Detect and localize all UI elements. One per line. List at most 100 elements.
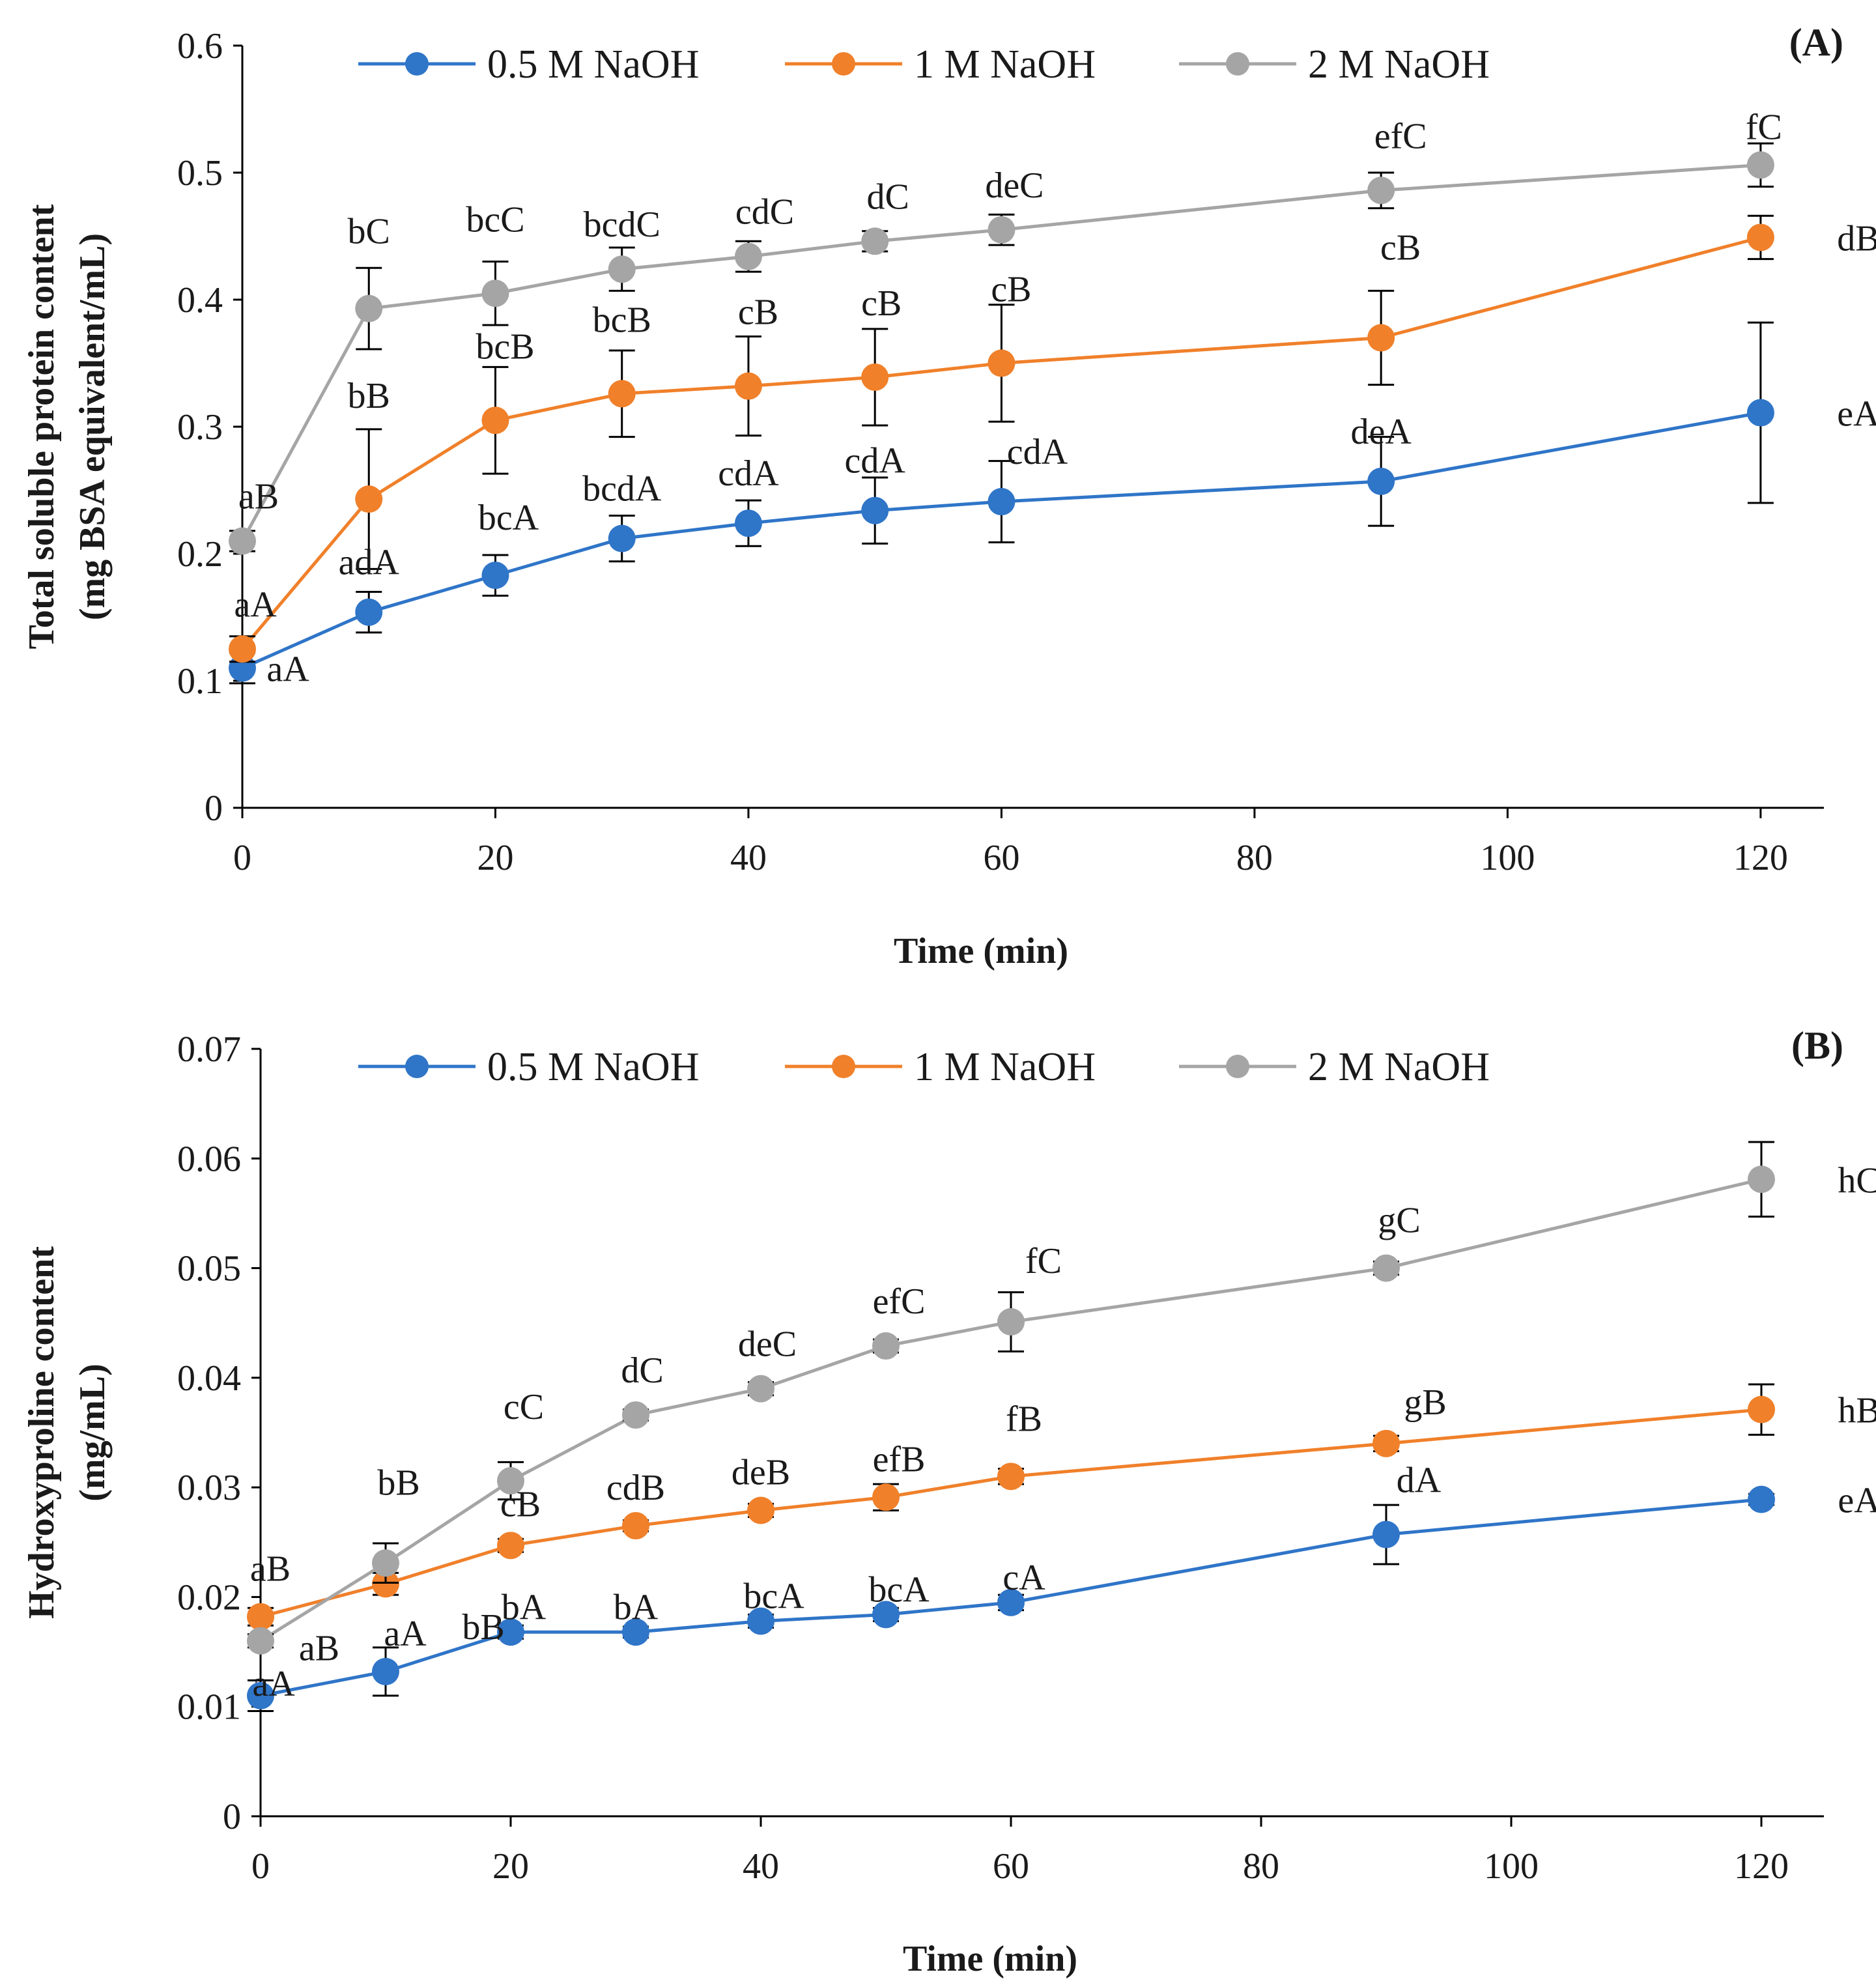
data-label: gB: [1404, 1382, 1446, 1423]
data-point: [734, 509, 762, 537]
data-point: [734, 372, 762, 400]
data-label: bcA: [743, 1576, 804, 1616]
series-05-m-naoh: [229, 321, 1774, 685]
data-label: bcB: [476, 326, 534, 367]
y-axis-title-line-2: (mg BSA equivalent/mL): [72, 233, 113, 620]
y-tick-label: 0.6: [177, 26, 223, 66]
y-tick-label: 0: [223, 1797, 241, 1837]
data-point: [988, 349, 1016, 377]
x-tick-label: 80: [1236, 838, 1273, 878]
y-tick-label: 0.2: [177, 534, 223, 575]
x-tick-label: 120: [1733, 838, 1788, 878]
data-label: fC: [1746, 107, 1782, 147]
data-point: [988, 488, 1016, 516]
data-point: [247, 1603, 274, 1631]
data-point: [872, 1483, 900, 1511]
data-point: [1746, 151, 1774, 179]
data-point: [622, 1401, 649, 1429]
data-point: [872, 1601, 900, 1629]
data-point: [1372, 1521, 1400, 1549]
data-point: [1367, 177, 1395, 205]
data-point: [622, 1618, 649, 1646]
legend-label: 0.5 M NaOH: [487, 1045, 699, 1089]
data-label: hC: [1838, 1160, 1876, 1201]
data-label: efC: [1374, 116, 1427, 156]
x-tick-label: 20: [477, 838, 513, 878]
y-tick-label: 0.06: [177, 1139, 241, 1179]
data-label: cB: [861, 283, 902, 324]
data-label: aA: [266, 650, 309, 690]
data-label: cC: [504, 1387, 544, 1427]
data-point: [1746, 223, 1774, 251]
data-label: fB: [1006, 1399, 1042, 1439]
x-tick-label: 0: [233, 838, 251, 878]
data-label: dB: [1837, 218, 1876, 259]
data-label: cB: [991, 270, 1031, 310]
data-point: [497, 1467, 524, 1495]
y-tick-label: 0.01: [177, 1687, 241, 1728]
data-point: [1367, 324, 1395, 352]
legend-marker: [1226, 1055, 1249, 1078]
data-label: efC: [873, 1281, 926, 1322]
data-point: [997, 1463, 1025, 1491]
legend-marker: [405, 1055, 429, 1078]
data-point: [608, 255, 636, 283]
data-label: aB: [250, 1549, 291, 1590]
y-tick-label: 0.03: [177, 1468, 241, 1508]
y-tick-label: 0: [205, 788, 223, 829]
data-label: bcA: [868, 1569, 930, 1610]
data-point: [861, 363, 889, 391]
data-label: gC: [1378, 1201, 1420, 1241]
data-point: [355, 485, 383, 513]
legend-marker: [832, 1055, 855, 1078]
x-tick-label: 100: [1480, 838, 1535, 878]
data-label: bcB: [593, 300, 651, 340]
data-point: [861, 496, 889, 524]
x-tick-label: 40: [730, 838, 767, 878]
data-label: efB: [873, 1439, 926, 1479]
data-point: [247, 1681, 274, 1709]
data-label: bB: [348, 376, 390, 416]
data-point: [1372, 1429, 1400, 1457]
data-label: eA: [1838, 1481, 1876, 1521]
legend-label: 2 M NaOH: [1308, 1045, 1490, 1089]
data-label: cB: [738, 293, 778, 333]
legend-label: 1 M NaOH: [914, 1045, 1096, 1089]
data-label: bA: [614, 1587, 659, 1627]
data-point: [247, 1627, 274, 1655]
data-label: cB: [500, 1484, 541, 1524]
panel-b: 0 0.01 0.02 0.03 0.04 0.05 0.06 0.07 0 20 40 60 80 10…: [21, 1024, 1876, 1979]
data-point: [1748, 1165, 1775, 1193]
data-point: [608, 524, 636, 552]
data-point: [872, 1332, 900, 1360]
data-label: cdA: [845, 441, 906, 481]
data-point: [1748, 1395, 1775, 1423]
y-tick-label: 0.02: [177, 1577, 241, 1618]
legend-marker: [832, 52, 855, 76]
data-label: bcC: [466, 199, 524, 240]
data-point: [372, 1549, 399, 1577]
data-label: aB: [238, 477, 279, 517]
data-point: [229, 635, 256, 663]
data-label: bB: [462, 1607, 504, 1648]
data-label: cdB: [606, 1468, 665, 1508]
data-label: deC: [985, 165, 1044, 206]
panel-label: (A): [1789, 21, 1843, 64]
data-point: [497, 1532, 524, 1560]
data-point: [481, 407, 509, 435]
legend-label: 1 M NaOH: [914, 42, 1096, 87]
data-point: [747, 1607, 775, 1635]
data-point: [355, 294, 383, 322]
data-point: [747, 1375, 775, 1403]
data-point: [1367, 467, 1395, 495]
data-point: [988, 216, 1016, 244]
data-point: [1372, 1254, 1400, 1282]
data-label: cdA: [1007, 432, 1068, 472]
data-label: deC: [738, 1324, 797, 1365]
data-label: dC: [621, 1350, 663, 1391]
data-point: [481, 562, 509, 590]
data-label: dA: [1397, 1461, 1442, 1501]
data-point: [997, 1588, 1025, 1616]
